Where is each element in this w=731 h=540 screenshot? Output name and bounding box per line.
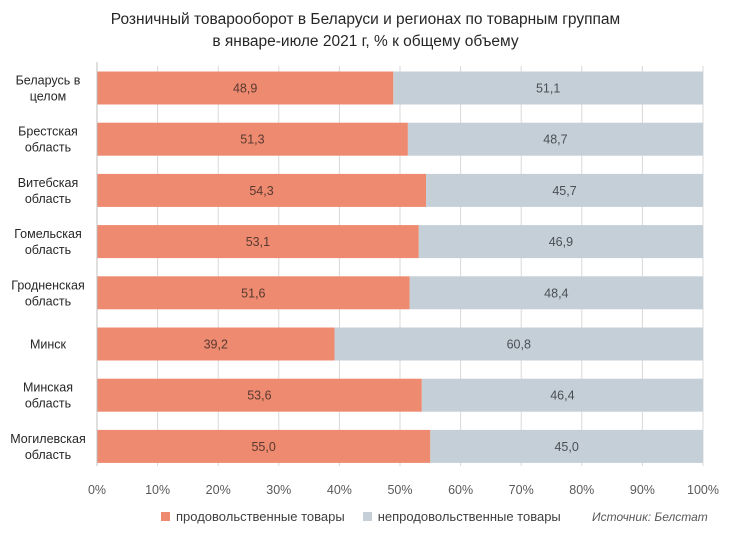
x-tick-label: 30% bbox=[266, 483, 291, 497]
x-tick-label: 10% bbox=[145, 483, 170, 497]
category-label: Гомельская bbox=[14, 227, 82, 241]
chart-title-line-1: Розничный товарооборот в Беларуси и реги… bbox=[110, 11, 621, 28]
bar-segment bbox=[97, 122, 408, 156]
bar-segment bbox=[97, 327, 335, 361]
data-label: 53,1 bbox=[246, 235, 270, 249]
category-label: область bbox=[25, 294, 71, 308]
data-label: 51,3 bbox=[240, 133, 264, 147]
category-label: Витебская bbox=[18, 176, 78, 190]
category-label: Беларусь в bbox=[16, 74, 81, 88]
bar-segment bbox=[97, 71, 394, 105]
bar-segment bbox=[97, 276, 410, 310]
data-label: 54,3 bbox=[249, 184, 273, 198]
bar-segment bbox=[407, 122, 703, 156]
bar-segment bbox=[409, 276, 703, 310]
x-tick-label: 20% bbox=[206, 483, 231, 497]
x-tick-label: 60% bbox=[448, 483, 473, 497]
category-label: область bbox=[25, 192, 71, 206]
data-label: 60,8 bbox=[507, 338, 531, 352]
legend-item-nonfood: непродовольственные товары bbox=[362, 509, 561, 524]
x-tick-label: 80% bbox=[569, 483, 594, 497]
category-label: Гродненская bbox=[11, 278, 84, 292]
data-label: 46,4 bbox=[550, 389, 574, 403]
data-label: 48,7 bbox=[543, 133, 567, 147]
category-label: область bbox=[25, 141, 71, 155]
legend-swatch-food bbox=[161, 512, 170, 521]
data-label: 39,2 bbox=[204, 338, 228, 352]
source-note: Источник: Белстат bbox=[592, 510, 708, 524]
bar-segment bbox=[97, 173, 427, 207]
x-tick-label: 50% bbox=[387, 483, 412, 497]
bar-segment bbox=[97, 378, 422, 412]
data-label: 46,9 bbox=[549, 235, 573, 249]
category-label: Минск bbox=[30, 338, 67, 352]
bar-segment bbox=[418, 225, 703, 259]
bar-segment bbox=[97, 225, 419, 259]
x-tick-label: 70% bbox=[509, 483, 534, 497]
legend-label-food: продовольственные товары bbox=[176, 509, 345, 524]
category-label: Брестская bbox=[18, 125, 78, 139]
legend-swatch-nonfood bbox=[362, 512, 372, 521]
x-tick-label: 40% bbox=[327, 483, 352, 497]
category-label: целом bbox=[30, 90, 67, 104]
bar-segment bbox=[334, 327, 703, 361]
data-label: 55,0 bbox=[251, 440, 275, 454]
legend: продовольственные товары непродовольстве… bbox=[161, 509, 579, 524]
data-label: 45,7 bbox=[552, 184, 576, 198]
category-label: область bbox=[25, 448, 71, 462]
data-label: 48,9 bbox=[233, 82, 257, 96]
x-tick-label: 100% bbox=[687, 483, 719, 497]
data-label: 48,4 bbox=[544, 286, 568, 300]
x-tick-label: 0% bbox=[88, 483, 106, 497]
category-label: Минская bbox=[23, 381, 73, 395]
data-label: 51,1 bbox=[536, 82, 560, 96]
chart-title-line-2: в январе-июле 2021 г, % к общему объему bbox=[212, 33, 519, 50]
bar-segment bbox=[97, 429, 431, 463]
bar-segment bbox=[430, 429, 703, 463]
bar-segment bbox=[421, 378, 703, 412]
data-label: 45,0 bbox=[554, 440, 578, 454]
data-label: 53,6 bbox=[247, 389, 271, 403]
x-tick-label: 90% bbox=[630, 483, 655, 497]
legend-label-nonfood: непродовольственные товары bbox=[377, 509, 561, 524]
category-label: область bbox=[25, 397, 71, 411]
category-label: область bbox=[25, 243, 71, 257]
bar-segment bbox=[426, 173, 703, 207]
data-label: 51,6 bbox=[241, 286, 265, 300]
legend-item-food: продовольственные товары bbox=[161, 509, 345, 524]
category-label: Могилевская bbox=[10, 432, 86, 446]
bar-segment bbox=[393, 71, 703, 105]
